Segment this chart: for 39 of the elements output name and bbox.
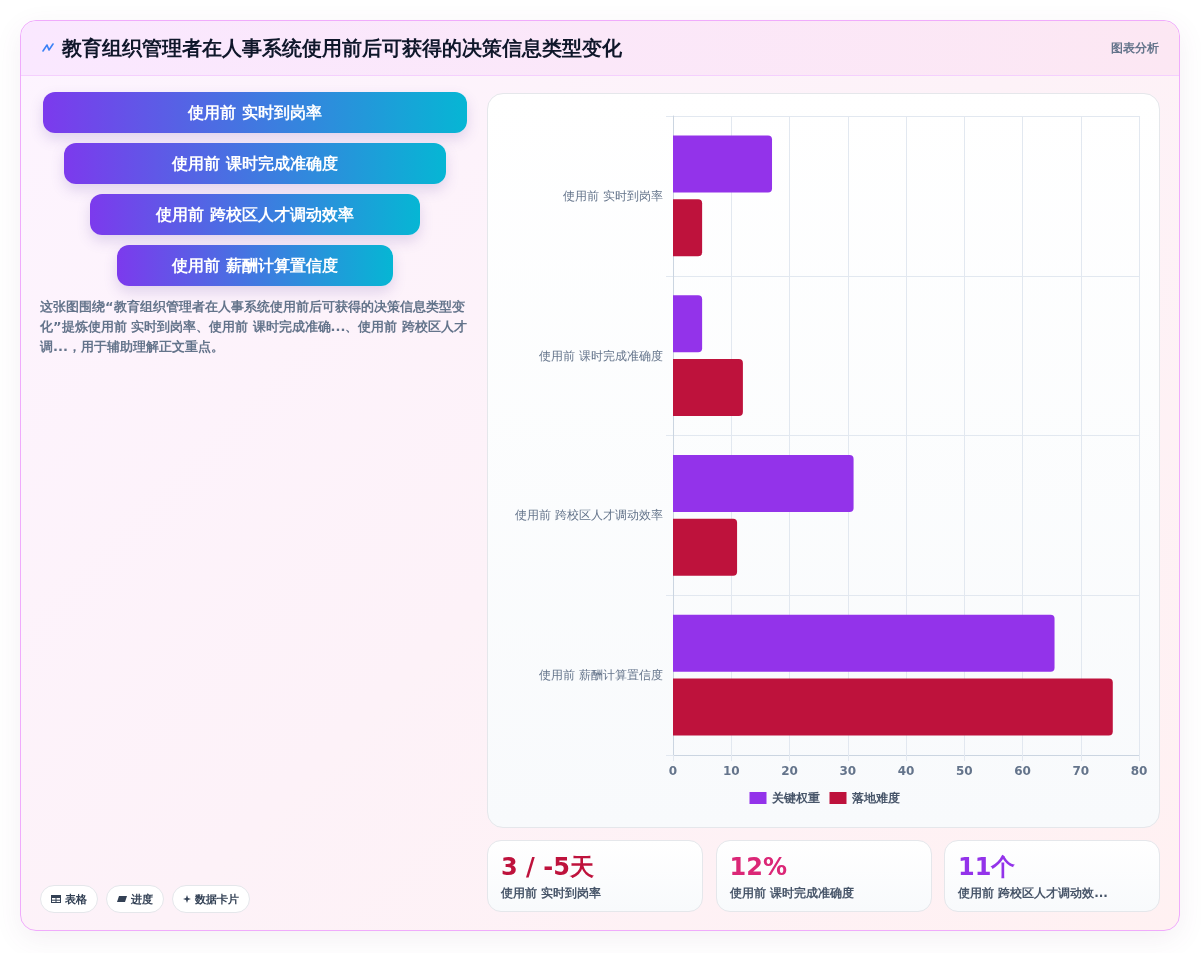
y-tick-label: 使用前 薪酬计算置信度 bbox=[539, 668, 663, 683]
text: 这张图围绕“教育组织管理者在人事系统使用前后可获得的决策信息类型变化”提炼使用前 实时到岗率、使用前 课时完成准确...、使用前 跨校区人才调...，用于辅助理解正文重点。 bbox=[40, 298, 468, 356]
x-tick-label: 20 bbox=[781, 764, 798, 778]
text: 表格 bbox=[65, 891, 87, 907]
text: 3 / -5天 bbox=[501, 852, 594, 882]
text: 数据卡片 bbox=[195, 891, 239, 907]
text: 使用前 实时到岗率 bbox=[43, 92, 467, 133]
x-tick-label: 30 bbox=[839, 764, 857, 778]
bar bbox=[673, 295, 703, 353]
text: 使用前 实时到岗率 bbox=[501, 885, 602, 901]
text: 教育组织管理者在人事系统使用前后可获得的决策信息类型变化 bbox=[62, 35, 622, 62]
text: 使用前 跨校区人才调动效... bbox=[958, 885, 1108, 901]
text: 使用前 课时完成准确度 bbox=[64, 143, 446, 184]
text: 使用前 薪酬计算置信度 bbox=[116, 245, 394, 286]
text: 12% bbox=[729, 852, 787, 882]
bar bbox=[673, 614, 1055, 672]
x-tick-label: 60 bbox=[1014, 764, 1031, 778]
x-tick-label: 40 bbox=[897, 764, 915, 778]
x-tick-label: 80 bbox=[1130, 764, 1148, 778]
bar bbox=[673, 135, 773, 193]
legend-label: 落地难度 bbox=[850, 791, 900, 805]
bar bbox=[673, 518, 738, 576]
x-tick-label: 0 bbox=[668, 764, 678, 778]
x-tick-label: 10 bbox=[722, 764, 740, 778]
y-tick-label: 使用前 跨校区人才调动效率 bbox=[515, 508, 663, 523]
text: 使用前 跨校区人才调动效率 bbox=[90, 194, 420, 235]
bar bbox=[673, 199, 703, 257]
x-tick-label: 50 bbox=[955, 764, 973, 778]
text: 图表分析 bbox=[1111, 40, 1159, 57]
text: 使用前 课时完成准确度 bbox=[729, 885, 854, 901]
bar bbox=[673, 454, 854, 512]
bar bbox=[673, 359, 743, 417]
y-tick-label: 使用前 课时完成准确度 bbox=[539, 348, 663, 363]
legend-label: 关键权重 bbox=[770, 791, 820, 805]
text: 11个 bbox=[958, 852, 1016, 882]
y-tick-label: 使用前 实时到岗率 bbox=[563, 188, 663, 203]
bar bbox=[673, 678, 1113, 736]
x-tick-label: 70 bbox=[1072, 764, 1090, 778]
text: 进度 bbox=[131, 891, 153, 907]
